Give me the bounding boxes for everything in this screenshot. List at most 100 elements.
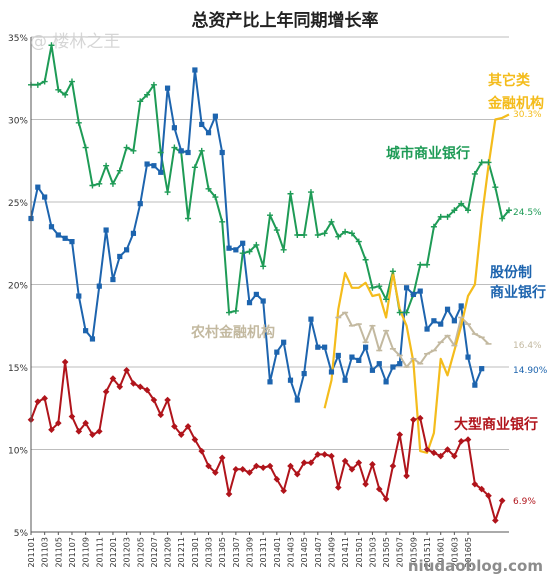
data-point-diamond: [232, 466, 240, 473]
data-point-plus: [137, 98, 144, 105]
data-point-square: [219, 149, 225, 156]
data-point-diamond: [116, 383, 124, 391]
data-point-diamond: [389, 462, 397, 470]
data-point-square: [185, 149, 191, 156]
data-point-square: [137, 201, 143, 207]
data-point-square: [144, 161, 150, 167]
data-point-plus: [499, 215, 506, 222]
data-point-plus: [205, 185, 212, 192]
x-tick-label: 201407: [314, 537, 323, 568]
data-point-square: [103, 227, 109, 233]
data-point-diamond: [212, 469, 219, 476]
data-point-diamond: [451, 452, 458, 460]
data-point-diamond: [362, 480, 369, 488]
data-point-diamond: [498, 497, 506, 504]
x-tick-label: 201301: [191, 537, 200, 568]
data-point-diamond: [177, 431, 185, 438]
data-point-square: [417, 288, 423, 294]
data-point-square: [267, 379, 273, 385]
data-point-plus: [89, 182, 96, 189]
data-point-plus: [226, 309, 233, 316]
data-point-plus: [260, 263, 267, 270]
series-end-label: 16.4%: [513, 341, 542, 351]
data-point-plus: [185, 215, 192, 222]
data-point-diamond: [485, 492, 492, 499]
data-point-diamond: [403, 472, 410, 480]
data-point-square: [158, 169, 164, 175]
data-point-plus: [362, 256, 369, 263]
data-point-square: [308, 316, 314, 322]
watermark-top: @ 楼林之王: [30, 32, 120, 52]
data-point-diamond: [157, 411, 165, 419]
data-point-diamond: [198, 447, 206, 455]
data-point-diamond: [150, 396, 158, 404]
data-point-plus: [465, 207, 472, 214]
data-point-square: [315, 344, 321, 350]
data-point-square: [240, 240, 246, 246]
data-point-diamond: [334, 484, 342, 491]
data-point-plus: [191, 164, 198, 171]
data-point-square: [171, 125, 177, 131]
data-point-square: [294, 397, 300, 403]
data-point-plus: [212, 194, 219, 201]
data-point-plus: [232, 307, 239, 314]
data-point-plus: [116, 167, 123, 174]
data-point-diamond: [266, 462, 274, 470]
data-point-plus: [383, 296, 390, 303]
data-point-diamond: [68, 413, 76, 420]
data-point-plus: [62, 91, 69, 98]
data-point-plus: [314, 232, 321, 238]
data-point-square: [438, 321, 444, 327]
x-tick-label: 201101: [27, 537, 36, 568]
data-point-diamond: [82, 419, 89, 427]
x-tick-label: 201305: [218, 537, 227, 568]
x-tick-label: 201303: [205, 537, 214, 568]
data-point-square: [83, 328, 89, 334]
axes: 5% 10% 15% 20% 25% 30% 35% 201101 201103 201105 20…: [8, 34, 509, 568]
data-point-diamond: [321, 451, 328, 458]
data-point-plus: [171, 144, 178, 151]
x-tick-label: 201109: [82, 537, 91, 568]
data-point-diamond: [471, 480, 479, 488]
data-point-diamond: [375, 485, 383, 493]
x-tick-label: 201207: [150, 537, 159, 568]
data-point-diamond: [130, 380, 137, 387]
data-point-square: [465, 354, 471, 360]
y-tick-label: 35%: [8, 34, 28, 44]
data-point-diamond: [191, 436, 199, 443]
watermark-bottom: niudaoblog.com: [408, 557, 543, 575]
data-point-plus: [328, 218, 335, 225]
data-point-diamond: [218, 454, 226, 462]
y-tick-label: 10%: [8, 447, 28, 457]
data-point-diamond: [171, 423, 178, 430]
y-tick-label: 15%: [8, 364, 28, 374]
data-point-plus: [273, 227, 280, 234]
x-tick-label: 201411: [341, 537, 350, 568]
data-point-diamond: [464, 436, 472, 443]
data-point-plus: [437, 213, 444, 220]
series-end-label: 30.3%: [513, 110, 542, 120]
data-point-plus: [471, 170, 478, 177]
data-point-square: [226, 245, 232, 251]
data-point-plus: [280, 246, 287, 253]
data-point-plus: [403, 309, 410, 316]
x-tick-label: 201501: [355, 537, 364, 568]
data-point-diamond: [246, 469, 253, 476]
data-point-square: [110, 276, 116, 283]
data-point-plus: [41, 78, 48, 85]
data-point-diamond: [95, 428, 103, 435]
data-point-diamond: [109, 375, 117, 382]
data-point-diamond: [444, 446, 451, 453]
data-point-diamond: [300, 459, 308, 466]
data-point-diamond: [48, 426, 55, 433]
data-point-plus: [376, 283, 383, 290]
data-point-diamond: [294, 470, 301, 478]
data-point-plus: [478, 159, 485, 166]
y-tick-label: 20%: [8, 282, 28, 292]
data-point-square: [205, 130, 212, 136]
data-point-square: [472, 382, 478, 388]
data-point-diamond: [348, 466, 356, 473]
x-tick-label: 201603: [450, 537, 459, 568]
